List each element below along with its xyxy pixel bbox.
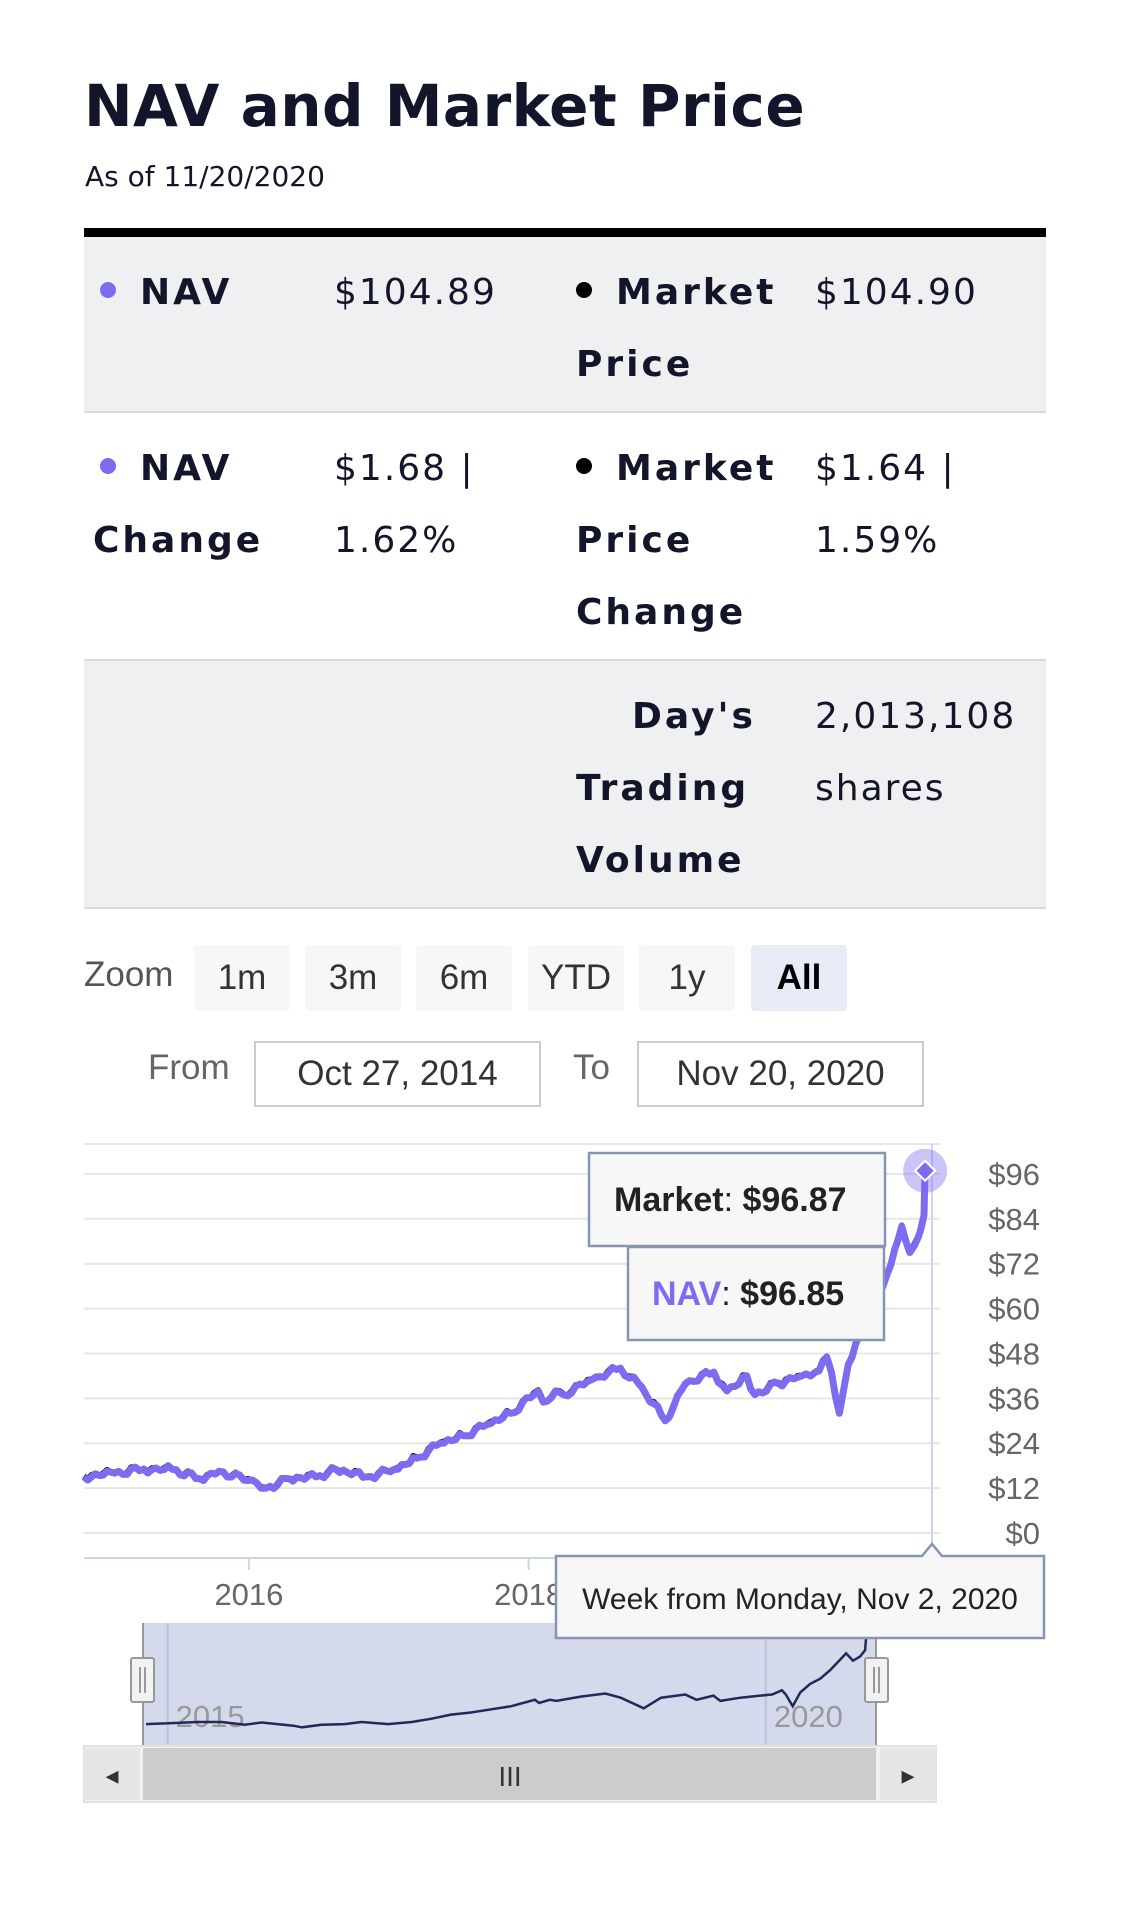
x-tick-label: 2016 [214,1577,283,1612]
row-divider [84,411,1046,413]
page-title: NAV and Market Price [84,72,806,140]
table-row-price: NAV $104.89 Market Price $104.90 [84,237,1046,413]
navigator-tick-label: 2015 [176,1699,245,1734]
svg-text:Market: $96.87: Market: $96.87 [614,1181,847,1219]
market-dot-icon [576,282,592,298]
navigator-handle-right[interactable] [864,1657,889,1703]
zoom-6m-button[interactable]: 6m [416,945,512,1011]
navigator-tick-label: 2020 [774,1699,843,1734]
nav-tooltip-label: NAV [652,1275,722,1313]
scrollbar-right-button[interactable] [880,1748,936,1800]
market-price-label-cell: Market Price [576,257,776,401]
crosshair-label: Week from Monday, Nov 2, 2020 [554,1542,1046,1640]
hover-marker [903,1148,948,1193]
from-label: From [148,1048,230,1087]
y-axis-ticks: $0 $12 $24 $36 $48 $60 $72 $84 $96 [988,1157,1040,1551]
y-tick-label: $96 [988,1157,1040,1192]
nav-series-line [81,1170,929,1492]
market-price-value: $104.90 [815,272,978,313]
market-dot-icon [576,458,592,474]
navigator[interactable]: 2015 2020 [84,1623,936,1746]
market-price-label-1: Market [616,272,777,313]
y-tick-label: $12 [988,1471,1040,1506]
nav-tooltip: NAV: $96.85 [626,1245,886,1342]
scrollbar-left-button[interactable] [84,1748,140,1800]
scrollbar[interactable]: ◂ ▸ III [83,1745,937,1803]
y-tick-label: $48 [988,1336,1040,1371]
market-tooltip-label: Market [614,1181,724,1219]
zoom-3m-button[interactable]: 3m [305,945,401,1011]
nav-market-chart[interactable]: $0$12$24$36$48$60$72$84$96 201620182020 … [0,1130,1125,1830]
to-date-input[interactable]: Nov 20, 2020 [637,1041,924,1107]
zoom-all-button[interactable]: All [751,945,847,1011]
scrollbar-thumb[interactable] [143,1748,876,1800]
from-date-input[interactable]: Oct 27, 2014 [254,1041,541,1107]
row-divider [84,907,1046,909]
nav-label: NAV [140,272,233,313]
nav-dot-icon [100,458,116,474]
scroll-left-arrow-icon[interactable]: ◂ [105,1760,118,1790]
nav-value: $104.89 [334,272,497,313]
chart-series [81,1170,929,1492]
nav-change-value: $1.68 | 1.62% [334,448,475,561]
zoom-1y-button[interactable]: 1y [639,945,735,1011]
y-tick-label: $84 [988,1202,1040,1237]
scrollbar-grip-icon: III [498,1761,521,1792]
navigator-series [145,1637,868,1729]
table-row-volume: Day's Trading Volume 2,013,108 shares [84,661,1046,909]
navigator-ticks: 2015 2020 [166,1623,843,1746]
header-divider [84,228,1046,237]
navigator-handle-left[interactable] [130,1657,155,1703]
market-tooltip-value: $96.87 [743,1181,847,1219]
x-tick-label: 2018 [494,1577,563,1612]
market-price-label-2: Price [576,344,694,385]
market-change-label-cell: Market Price Change [576,448,777,633]
zoom-1m-button[interactable]: 1m [194,945,290,1011]
to-label: To [573,1048,610,1087]
as-of-date: As of 11/20/2020 [85,160,325,193]
y-tick-label: $0 [1006,1516,1040,1551]
trading-volume-value: 2,013,108 shares [815,696,1017,809]
trading-volume-label: Day's Trading Volume [576,696,756,881]
svg-text:NAV: $96.85: NAV: $96.85 [652,1275,844,1313]
navigator-selection[interactable] [143,1623,876,1746]
market-change-value: $1.64 | 1.59% [815,448,956,561]
nav-change-label-1: NAV [140,448,233,489]
nav-dot-icon [100,282,116,298]
market-tooltip: Market: $96.87 [587,1151,887,1248]
y-tick-label: $72 [988,1247,1040,1282]
y-tick-label: $36 [988,1381,1040,1416]
nav-label-cell: NAV [100,257,232,329]
y-tick-label: $24 [988,1426,1040,1461]
row-divider [84,659,1046,661]
y-tick-label: $60 [988,1292,1040,1327]
crosshair-label-text: Week from Monday, Nov 2, 2020 [582,1583,1018,1616]
nav-tooltip-value: $96.85 [740,1275,844,1313]
scroll-right-arrow-icon[interactable]: ▸ [901,1760,914,1790]
zoom-ytd-button[interactable]: YTD [528,945,624,1011]
nav-change-label-2: Change [93,520,264,561]
nav-change-label-cell: NAV Change [93,433,263,577]
hover-point [913,1159,937,1183]
zoom-label: Zoom [84,955,174,994]
table-row-change: NAV Change $1.68 | 1.62% Market Price Change… [84,413,1046,661]
